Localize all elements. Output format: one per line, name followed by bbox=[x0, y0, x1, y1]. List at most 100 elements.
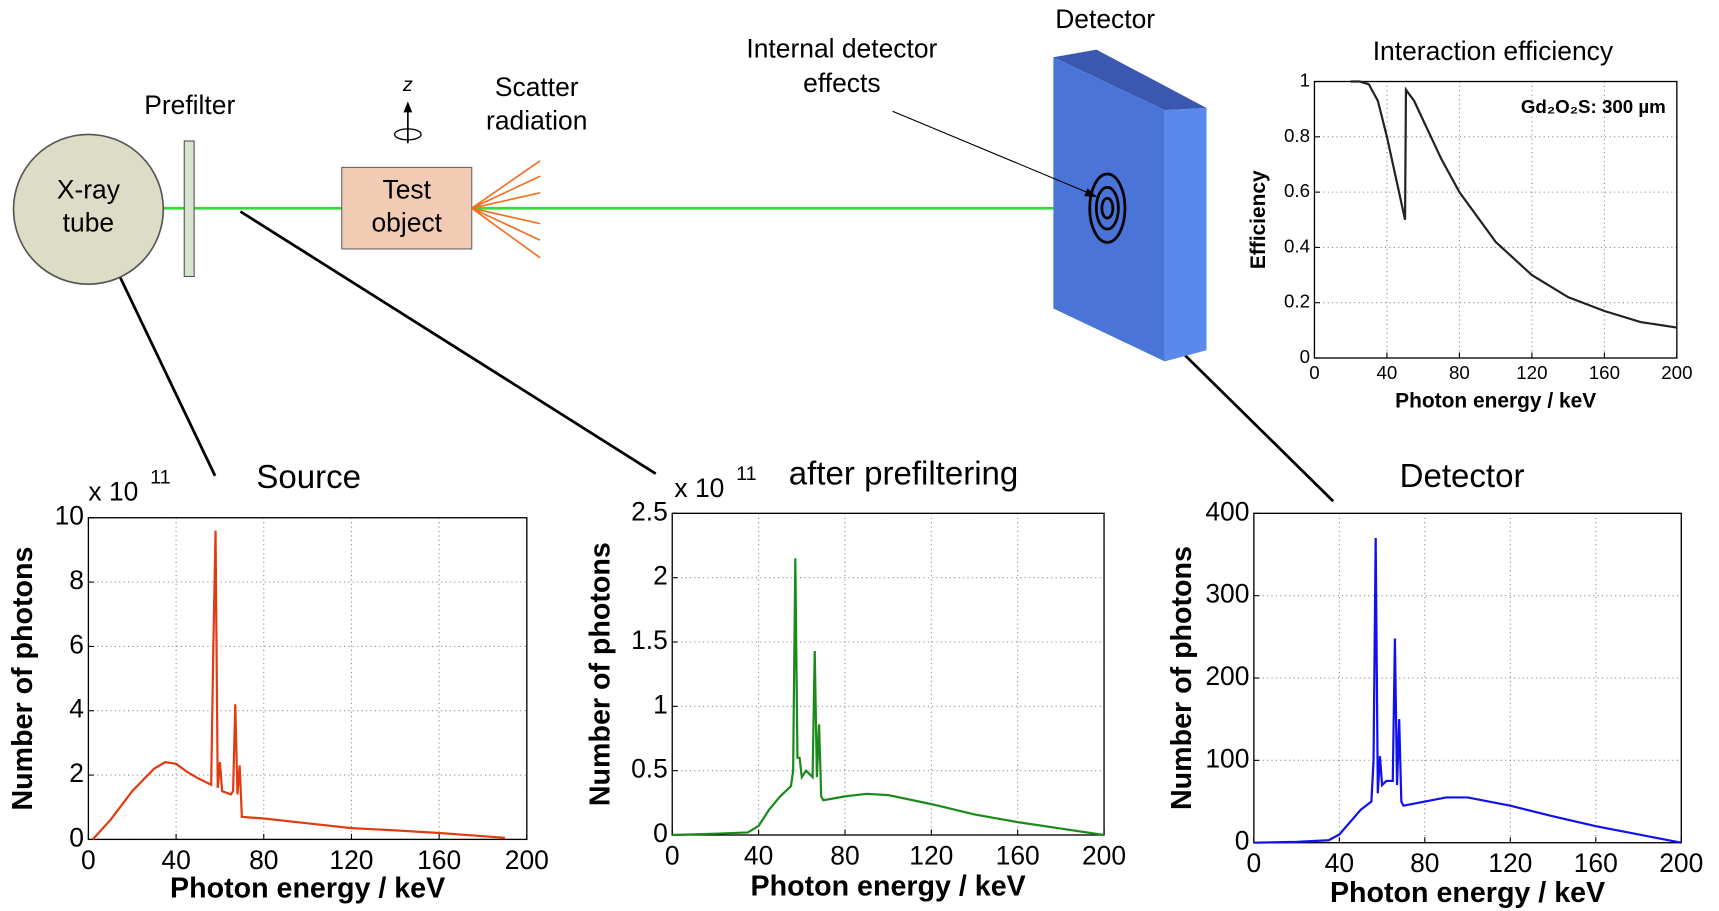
x-tick-label: 200 bbox=[1659, 848, 1703, 878]
y-tick-label: 0 bbox=[653, 818, 668, 848]
y-axis-label: Efficiency bbox=[1247, 170, 1270, 269]
x-tick-label: 40 bbox=[161, 845, 190, 875]
rotation bbox=[393, 128, 422, 141]
x-tick-label: 80 bbox=[830, 840, 859, 870]
x-axis-label: Photon energy / keV bbox=[1395, 390, 1596, 413]
detector-rings bbox=[1088, 172, 1127, 244]
detector-label: Detector bbox=[1055, 4, 1155, 34]
plot-area bbox=[88, 517, 527, 840]
x-tick-label: 0 bbox=[81, 845, 96, 875]
test-object bbox=[341, 166, 473, 250]
scatter-label: Scatter bbox=[495, 72, 579, 102]
x-tick-label: 200 bbox=[1661, 362, 1692, 383]
plot-area bbox=[1314, 81, 1677, 359]
detector-front bbox=[1053, 57, 1165, 362]
y-tick-label: 1.5 bbox=[631, 625, 668, 655]
y-tick-label: 0 bbox=[1300, 346, 1310, 367]
x-tick-label: 200 bbox=[505, 845, 549, 875]
y-tick-label: 0.4 bbox=[1284, 235, 1310, 256]
x-ray-tube bbox=[12, 133, 165, 286]
y-tick-label: 2 bbox=[653, 561, 668, 591]
y-tick-label: 0.6 bbox=[1284, 180, 1310, 201]
y-tick-label: 1 bbox=[653, 689, 668, 719]
x-axis-label: Photon energy / keV bbox=[170, 873, 445, 905]
data-line bbox=[672, 558, 1105, 837]
y-multiplier-exponent: 11 bbox=[150, 466, 171, 488]
annotation-arrow bbox=[1084, 188, 1098, 198]
annotation: Gd₂O₂S: 300 µm bbox=[1521, 96, 1666, 117]
y-axis-label: Number of photons bbox=[584, 542, 616, 806]
y-tick-label: 10 bbox=[55, 501, 84, 531]
x-tick-label: 40 bbox=[744, 840, 773, 870]
x-tick-label: 80 bbox=[249, 845, 278, 875]
y-multiplier: x 10 bbox=[88, 476, 138, 506]
prefilter bbox=[183, 140, 195, 278]
x-tick-label: 120 bbox=[329, 845, 373, 875]
y-multiplier: x 10 bbox=[674, 473, 724, 503]
test-object-label: Test bbox=[383, 175, 432, 205]
test-object-label: object bbox=[371, 208, 442, 238]
scatter-label: radiation bbox=[486, 105, 587, 135]
x-tick-label: 120 bbox=[909, 840, 953, 870]
y-tick-label: 0 bbox=[1235, 826, 1250, 856]
y-tick-label: 0 bbox=[69, 822, 84, 852]
data-line bbox=[1350, 80, 1678, 329]
x-tick-label: 80 bbox=[1410, 848, 1439, 878]
chart-title: Interaction efficiency bbox=[1373, 36, 1614, 66]
y-tick-label: 0.2 bbox=[1284, 291, 1310, 312]
x-tick-label: 80 bbox=[1449, 362, 1470, 383]
detector-side bbox=[1164, 107, 1207, 362]
y-tick-label: 0.5 bbox=[631, 754, 668, 784]
y-tick-label: 0.8 bbox=[1284, 125, 1310, 146]
y-tick-label: 100 bbox=[1205, 743, 1249, 773]
z-label: z bbox=[402, 74, 413, 96]
y-tick-label: 6 bbox=[69, 629, 84, 659]
detector-top bbox=[1053, 49, 1207, 111]
chart: 0 0.5 1 1.5 2 2.5 0 40 80 120 160 200 after prefilte… bbox=[584, 456, 1126, 903]
x-tick-label: 0 bbox=[1309, 362, 1319, 383]
y-tick-label: 8 bbox=[69, 565, 84, 595]
x-tick-label: 120 bbox=[1488, 848, 1532, 878]
scatter-arrows bbox=[471, 160, 541, 259]
internal-effects-label: effects bbox=[803, 68, 880, 98]
x-tick-label: 160 bbox=[1589, 362, 1620, 383]
connector bbox=[239, 210, 657, 475]
chart: 0 2 4 6 8 10 0 40 80 120 160 200 Source Photon energy… bbox=[7, 459, 549, 905]
y-tick-label: 1 bbox=[1300, 69, 1310, 90]
x-tick-label: 200 bbox=[1082, 840, 1126, 870]
chart-title: Source bbox=[256, 459, 361, 496]
y-axis-label: Number of photons bbox=[1166, 546, 1198, 810]
x-axis-label: Photon energy / keV bbox=[1330, 877, 1605, 909]
y-tick-label: 2 bbox=[69, 758, 84, 788]
chart: 0 0.2 0.4 0.6 0.8 1 0 40 80 120 160 200 Interaction … bbox=[1247, 36, 1693, 413]
y-tick-label: 2.5 bbox=[631, 496, 668, 526]
x-tick-label: 40 bbox=[1377, 362, 1398, 383]
y-tick-label: 300 bbox=[1205, 579, 1249, 609]
connector bbox=[1183, 353, 1335, 503]
chart: 0 100 200 300 400 0 40 80 120 160 200 Detector Photo… bbox=[1166, 458, 1703, 909]
plot-frame bbox=[1253, 512, 1682, 844]
y-tick-label: 400 bbox=[1205, 496, 1249, 526]
z-arrow bbox=[403, 101, 413, 113]
prefilter-label: Prefilter bbox=[144, 90, 235, 120]
tube-label: tube bbox=[63, 208, 114, 238]
chart-title: after prefiltering bbox=[789, 456, 1019, 493]
chart-title: Detector bbox=[1400, 458, 1525, 495]
internal-effects-label: Internal detector bbox=[746, 34, 937, 64]
x-tick-label: 40 bbox=[1325, 848, 1354, 878]
data-line bbox=[1253, 538, 1682, 844]
x-tick-label: 160 bbox=[1574, 848, 1618, 878]
diagram: X-ray tube Prefilter z Test object Scatt… bbox=[12, 4, 1335, 503]
x-tick-label: 120 bbox=[1516, 362, 1547, 383]
data-line bbox=[91, 530, 505, 841]
tube-label: X-ray bbox=[57, 175, 121, 205]
x-axis-label: Photon energy / keV bbox=[751, 870, 1026, 902]
x-tick-label: 160 bbox=[417, 845, 461, 875]
plot-area bbox=[1253, 513, 1682, 843]
y-axis-label: Number of photons bbox=[7, 547, 39, 811]
x-tick-label: 0 bbox=[1247, 848, 1262, 878]
y-tick-label: 4 bbox=[69, 694, 84, 724]
plot-area bbox=[672, 513, 1105, 835]
plot-frame bbox=[1313, 80, 1678, 359]
